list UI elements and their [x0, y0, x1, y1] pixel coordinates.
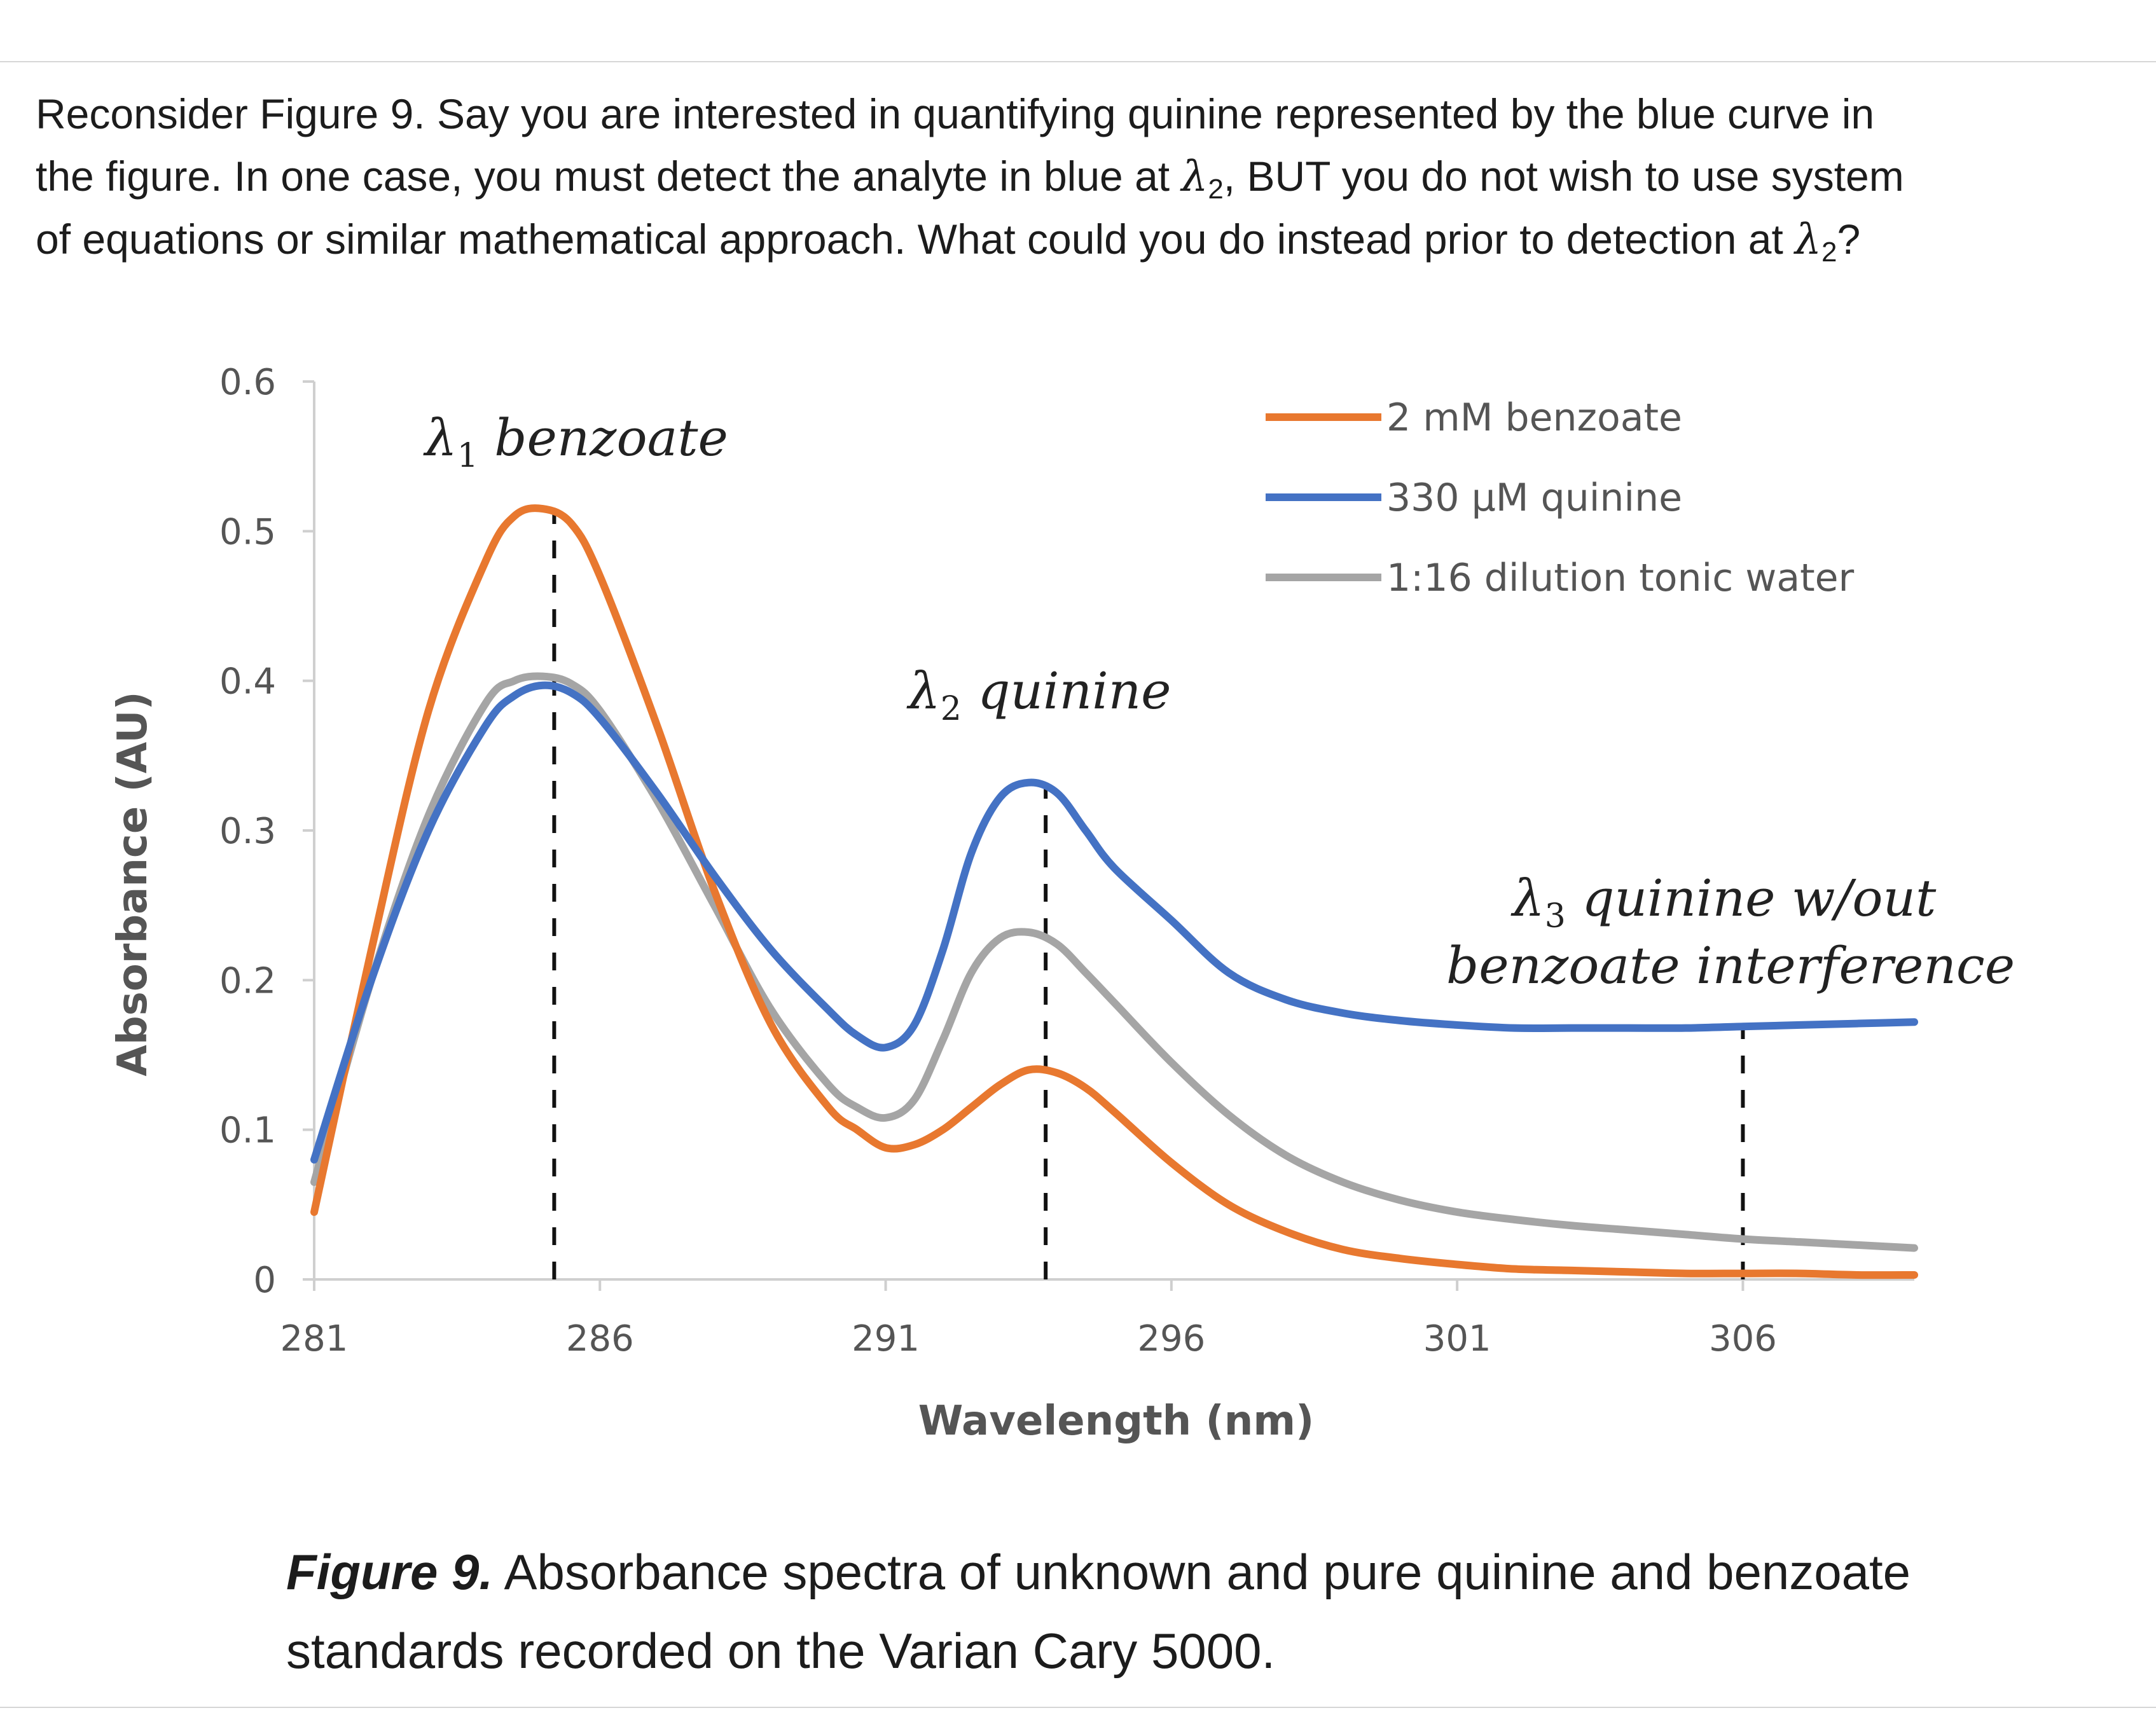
- y-tick-label: 0.5: [219, 511, 276, 553]
- annotation-lambda2: λ2 quinine: [906, 661, 1171, 728]
- x-tick-label: 301: [1423, 1318, 1491, 1360]
- question-line-2b: , BUT you do not wish to use system: [1223, 153, 1904, 200]
- x-tick-label: 296: [1137, 1318, 1205, 1360]
- annotation-lambda3: λ3 quinine w/out: [1510, 869, 1937, 935]
- x-tick-label: 286: [566, 1318, 634, 1360]
- annotation-lambda1: λ1 benzoate: [423, 408, 728, 475]
- x-tick-label: 281: [280, 1318, 349, 1360]
- legend-label: 330 µM quinine: [1386, 476, 1682, 520]
- y-tick-label: 0.6: [219, 362, 276, 403]
- lambda-subscript: 2: [1208, 174, 1224, 205]
- caption-label: Figure 9.: [286, 1544, 494, 1600]
- legend-label: 1:16 dilution tonic water: [1386, 556, 1855, 600]
- chart-legend: 2 mM benzoate 330 µM quinine 1:16 dilution…: [1266, 396, 1855, 600]
- figure-caption: Figure 9. Absorbance spectra of unknown …: [286, 1533, 1940, 1690]
- lambda-symbol: λ: [1181, 152, 1208, 201]
- question-line-3b: ?: [1837, 216, 1861, 263]
- page-rule-top: [0, 61, 2156, 62]
- page-rule-bottom: [0, 1707, 2156, 1708]
- legend-label: 2 mM benzoate: [1386, 396, 1682, 440]
- y-tick-label: 0.4: [219, 661, 276, 703]
- chart-axes: 0 0.1 0.2 0.3 0.4 0.5 0.6 281 286 291 296 301 306: [219, 362, 1914, 1360]
- question-text: Reconsider Figure 9. Say you are interes…: [36, 83, 2020, 271]
- question-line-3a: of equations or similar mathematical app…: [36, 216, 1795, 263]
- y-tick-label: 0.3: [219, 811, 276, 852]
- y-axis-title: Absorbance (AU): [109, 691, 156, 1076]
- chart-series: [310, 504, 1918, 1279]
- annotation-lambda3-line2: benzoate interference: [1446, 936, 2015, 995]
- y-tick-label: 0.1: [219, 1110, 276, 1152]
- x-tick-label: 291: [852, 1318, 920, 1360]
- caption-text: Absorbance spectra of unknown and pure q…: [286, 1544, 1911, 1679]
- series-line-1-16-dilution-tonic-water: [310, 672, 1918, 1252]
- x-axis-title: Wavelength (nm): [918, 1398, 1315, 1445]
- lambda-symbol: λ: [1795, 215, 1822, 264]
- series-line-2-mm-benzoate: [310, 504, 1918, 1279]
- x-tick-label: 306: [1709, 1318, 1777, 1360]
- question-line-1: Reconsider Figure 9. Say you are interes…: [36, 90, 1875, 137]
- y-tick-label: 0: [253, 1260, 276, 1301]
- lambda-subscript: 2: [1821, 237, 1837, 268]
- y-tick-label: 0.2: [219, 960, 276, 1002]
- question-line-2a: the figure. In one case, you must detect…: [36, 153, 1182, 200]
- absorbance-chart: 0 0.1 0.2 0.3 0.4 0.5 0.6 281 286 291 296 301 306 2 …: [109, 362, 2015, 1445]
- series-line-330-m-quinine: [310, 681, 1918, 1164]
